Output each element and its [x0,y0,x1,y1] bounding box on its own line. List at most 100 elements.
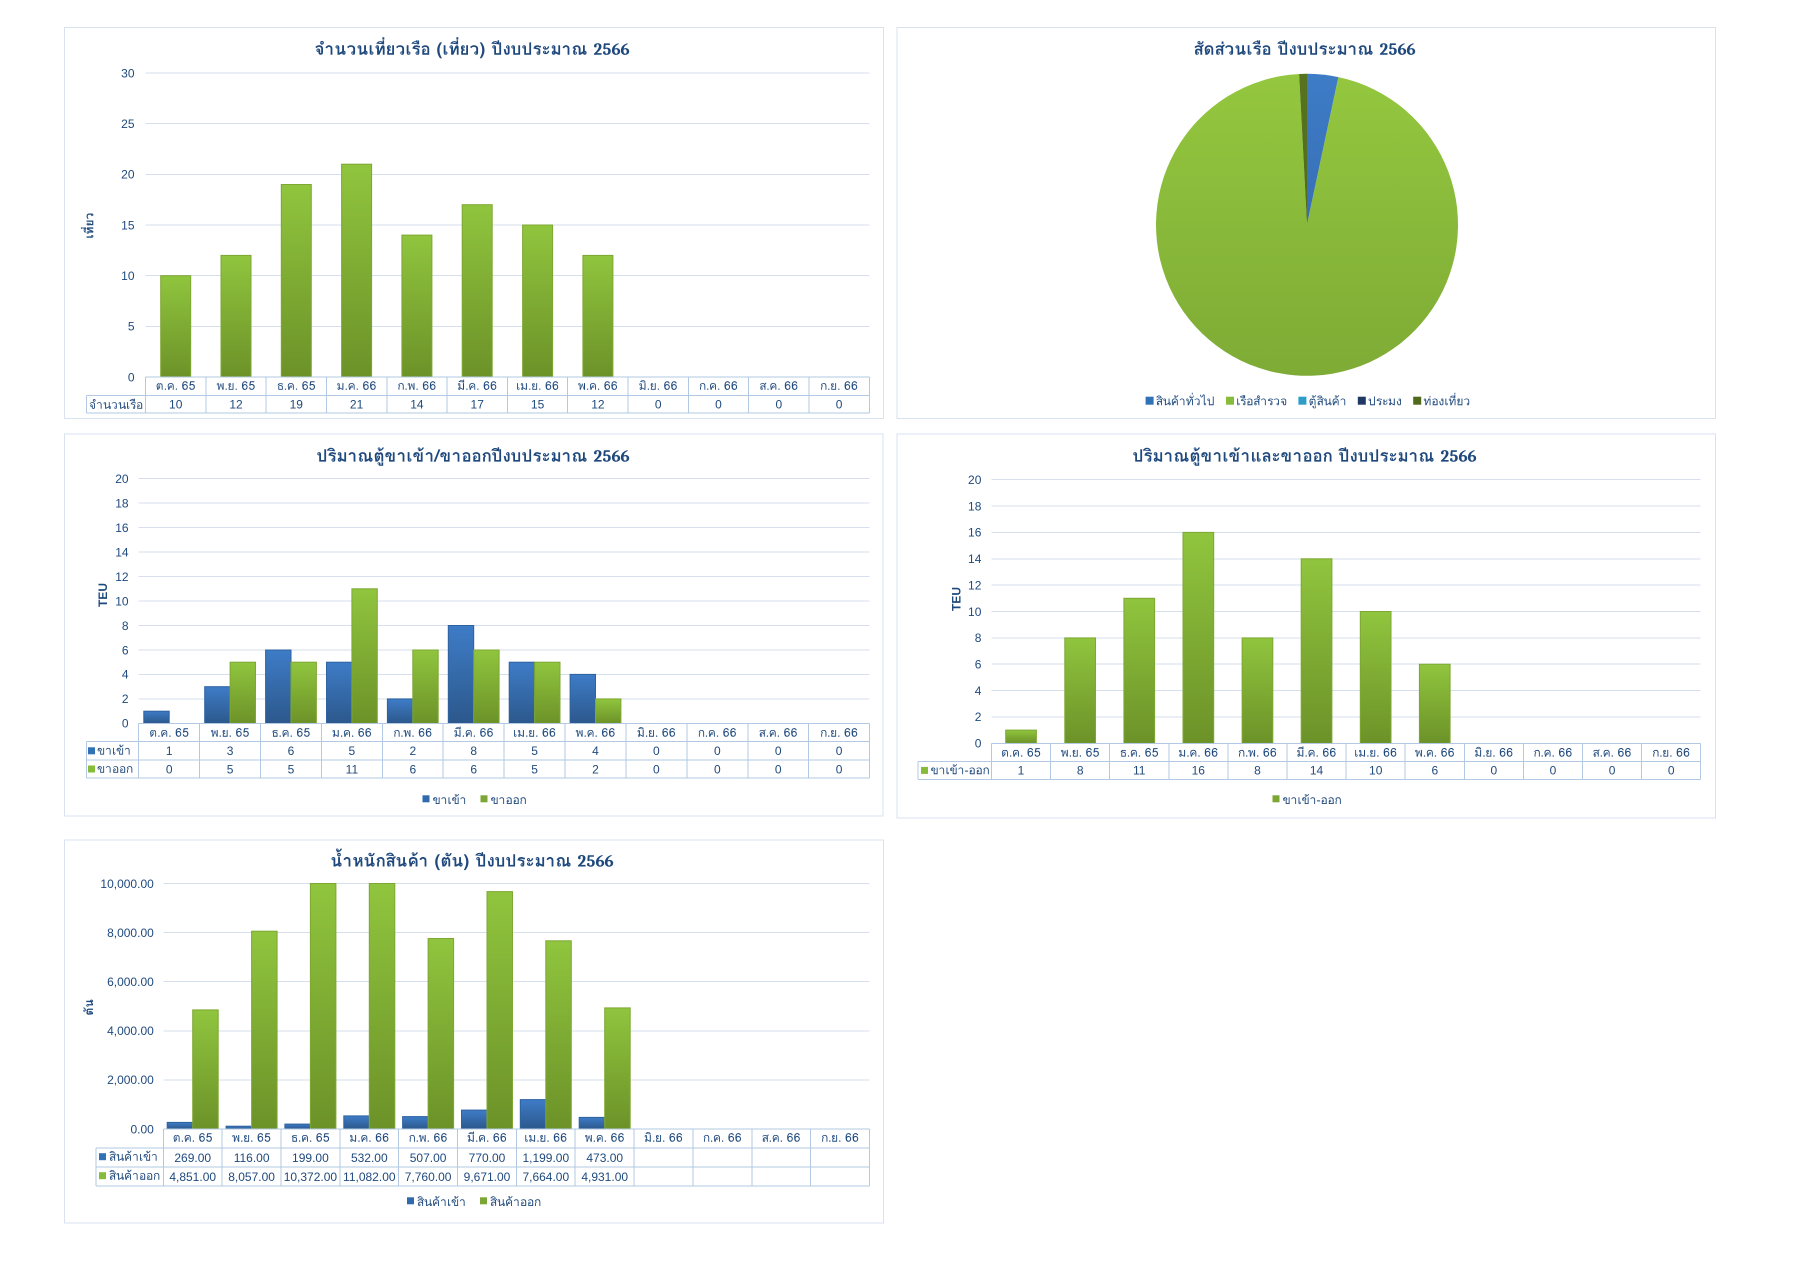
svg-text:116.00: 116.00 [234,1151,270,1165]
svg-text:8: 8 [975,631,982,645]
svg-text:5: 5 [531,762,538,776]
svg-text:770.00: 770.00 [469,1151,506,1165]
svg-text:TEU: TEU [950,587,964,611]
svg-text:269.00: 269.00 [174,1151,211,1165]
svg-text:0: 0 [653,744,660,758]
svg-text:0: 0 [1668,764,1675,778]
svg-text:1: 1 [166,744,173,758]
svg-text:4: 4 [592,744,599,758]
svg-text:8: 8 [1077,764,1084,778]
svg-text:4,931.00: 4,931.00 [581,1170,628,1184]
svg-text:0: 0 [128,370,135,384]
svg-text:14: 14 [1310,764,1324,778]
svg-text:507.00: 507.00 [410,1151,447,1165]
svg-text:6: 6 [288,744,295,758]
svg-text:8: 8 [122,619,129,633]
svg-text:15: 15 [121,218,135,232]
svg-text:5: 5 [349,744,356,758]
svg-text:18: 18 [115,496,129,510]
svg-text:20: 20 [115,472,129,486]
svg-text:15: 15 [531,398,545,412]
svg-text:16: 16 [1192,764,1206,778]
svg-text:199.00: 199.00 [292,1151,329,1165]
svg-text:8: 8 [470,744,477,758]
svg-text:0: 0 [653,762,660,776]
svg-text:9,671.00: 9,671.00 [464,1170,511,1184]
svg-text:12: 12 [591,398,605,412]
svg-text:0.00: 0.00 [130,1122,154,1136]
svg-text:6: 6 [122,643,129,657]
svg-text:17: 17 [471,398,485,412]
svg-text:0: 0 [836,398,843,412]
svg-text:0: 0 [1609,764,1616,778]
svg-text:19: 19 [290,398,304,412]
svg-text:10: 10 [121,269,135,283]
svg-text:5: 5 [288,762,295,776]
svg-text:10: 10 [1369,764,1383,778]
svg-text:8,057.00: 8,057.00 [228,1170,275,1184]
svg-text:7,664.00: 7,664.00 [522,1170,569,1184]
svg-text:2: 2 [122,692,129,706]
svg-text:25: 25 [121,117,135,131]
svg-text:2: 2 [975,710,982,724]
svg-text:11,082.00: 11,082.00 [343,1170,396,1184]
svg-text:2: 2 [409,744,416,758]
svg-text:0: 0 [166,762,173,776]
svg-text:0: 0 [655,398,662,412]
svg-text:10: 10 [169,398,183,412]
svg-text:473.00: 473.00 [586,1151,623,1165]
svg-text:20: 20 [968,473,982,487]
svg-text:0: 0 [715,398,722,412]
svg-text:4,000.00: 4,000.00 [107,1024,154,1038]
svg-text:10,372.00: 10,372.00 [284,1170,338,1184]
svg-text:5: 5 [531,744,538,758]
svg-text:16: 16 [115,521,129,535]
svg-text:12: 12 [229,398,243,412]
svg-text:0: 0 [775,398,782,412]
svg-text:11: 11 [346,762,359,776]
svg-text:6: 6 [409,762,416,776]
svg-text:8: 8 [1254,764,1261,778]
svg-text:14: 14 [115,545,129,559]
svg-text:4: 4 [975,684,982,698]
svg-text:5: 5 [227,762,234,776]
svg-text:0: 0 [714,762,721,776]
svg-text:1: 1 [1018,764,1025,778]
svg-text:0: 0 [714,744,721,758]
svg-text:6,000.00: 6,000.00 [107,975,154,989]
svg-text:0: 0 [775,762,782,776]
svg-text:6: 6 [470,762,477,776]
svg-text:6: 6 [1431,764,1438,778]
svg-text:11: 11 [1133,764,1146,778]
svg-text:12: 12 [115,570,129,584]
svg-text:4,851.00: 4,851.00 [169,1170,216,1184]
svg-text:2: 2 [592,762,599,776]
svg-text:14: 14 [968,552,982,566]
svg-text:12: 12 [968,578,982,592]
svg-text:4: 4 [122,668,129,682]
svg-text:0: 0 [122,717,129,731]
svg-text:0: 0 [1550,764,1557,778]
svg-text:10: 10 [968,605,982,619]
svg-text:0: 0 [975,737,982,751]
svg-text:8,000.00: 8,000.00 [107,926,154,940]
svg-text:TEU: TEU [96,583,110,607]
svg-text:0: 0 [836,744,843,758]
svg-text:0: 0 [836,762,843,776]
svg-text:14: 14 [410,398,424,412]
svg-text:10,000.00: 10,000.00 [100,877,154,891]
svg-text:10: 10 [115,594,129,608]
svg-text:532.00: 532.00 [351,1151,388,1165]
svg-text:18: 18 [968,499,982,513]
svg-text:0: 0 [775,744,782,758]
svg-text:30: 30 [121,66,135,80]
svg-text:0: 0 [1490,764,1497,778]
svg-text:20: 20 [121,168,135,182]
svg-text:7,760.00: 7,760.00 [405,1170,452,1184]
svg-text:3: 3 [227,744,234,758]
svg-text:21: 21 [350,398,364,412]
svg-text:6: 6 [975,658,982,672]
svg-text:5: 5 [128,320,135,334]
svg-text:1,199.00: 1,199.00 [522,1151,569,1165]
svg-text:16: 16 [968,526,982,540]
